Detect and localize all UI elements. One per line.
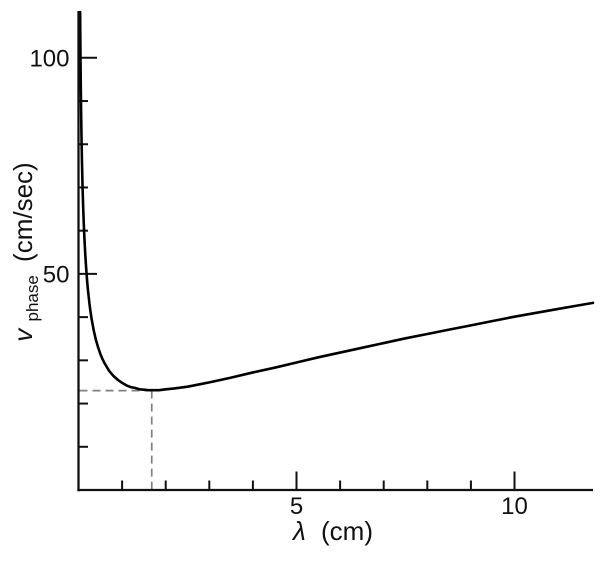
tick-marks (79, 56, 516, 489)
tick-labels: 5 10 50 100 (29, 45, 527, 520)
phase-subscript: phase (23, 275, 42, 321)
v-symbol: v (8, 327, 38, 342)
y-tick-label-50: 50 (43, 261, 70, 288)
y-tick-label-100: 100 (29, 45, 69, 72)
x-tick-label-5: 5 (290, 493, 303, 520)
curve-layer (78, 10, 595, 392)
lambda-symbol: λ (291, 516, 306, 546)
x-axis-unit: (cm) (321, 516, 373, 546)
x-tick-label-10: 10 (501, 493, 528, 520)
x-axis-label: λ (cm) (291, 516, 373, 546)
y-axis-unit: (cm/sec) (8, 162, 38, 262)
y-axis-label: v phase (cm/sec) (8, 162, 44, 341)
minimum-dashed-lines (79, 389, 153, 489)
phase-velocity-curve (78, 10, 595, 392)
